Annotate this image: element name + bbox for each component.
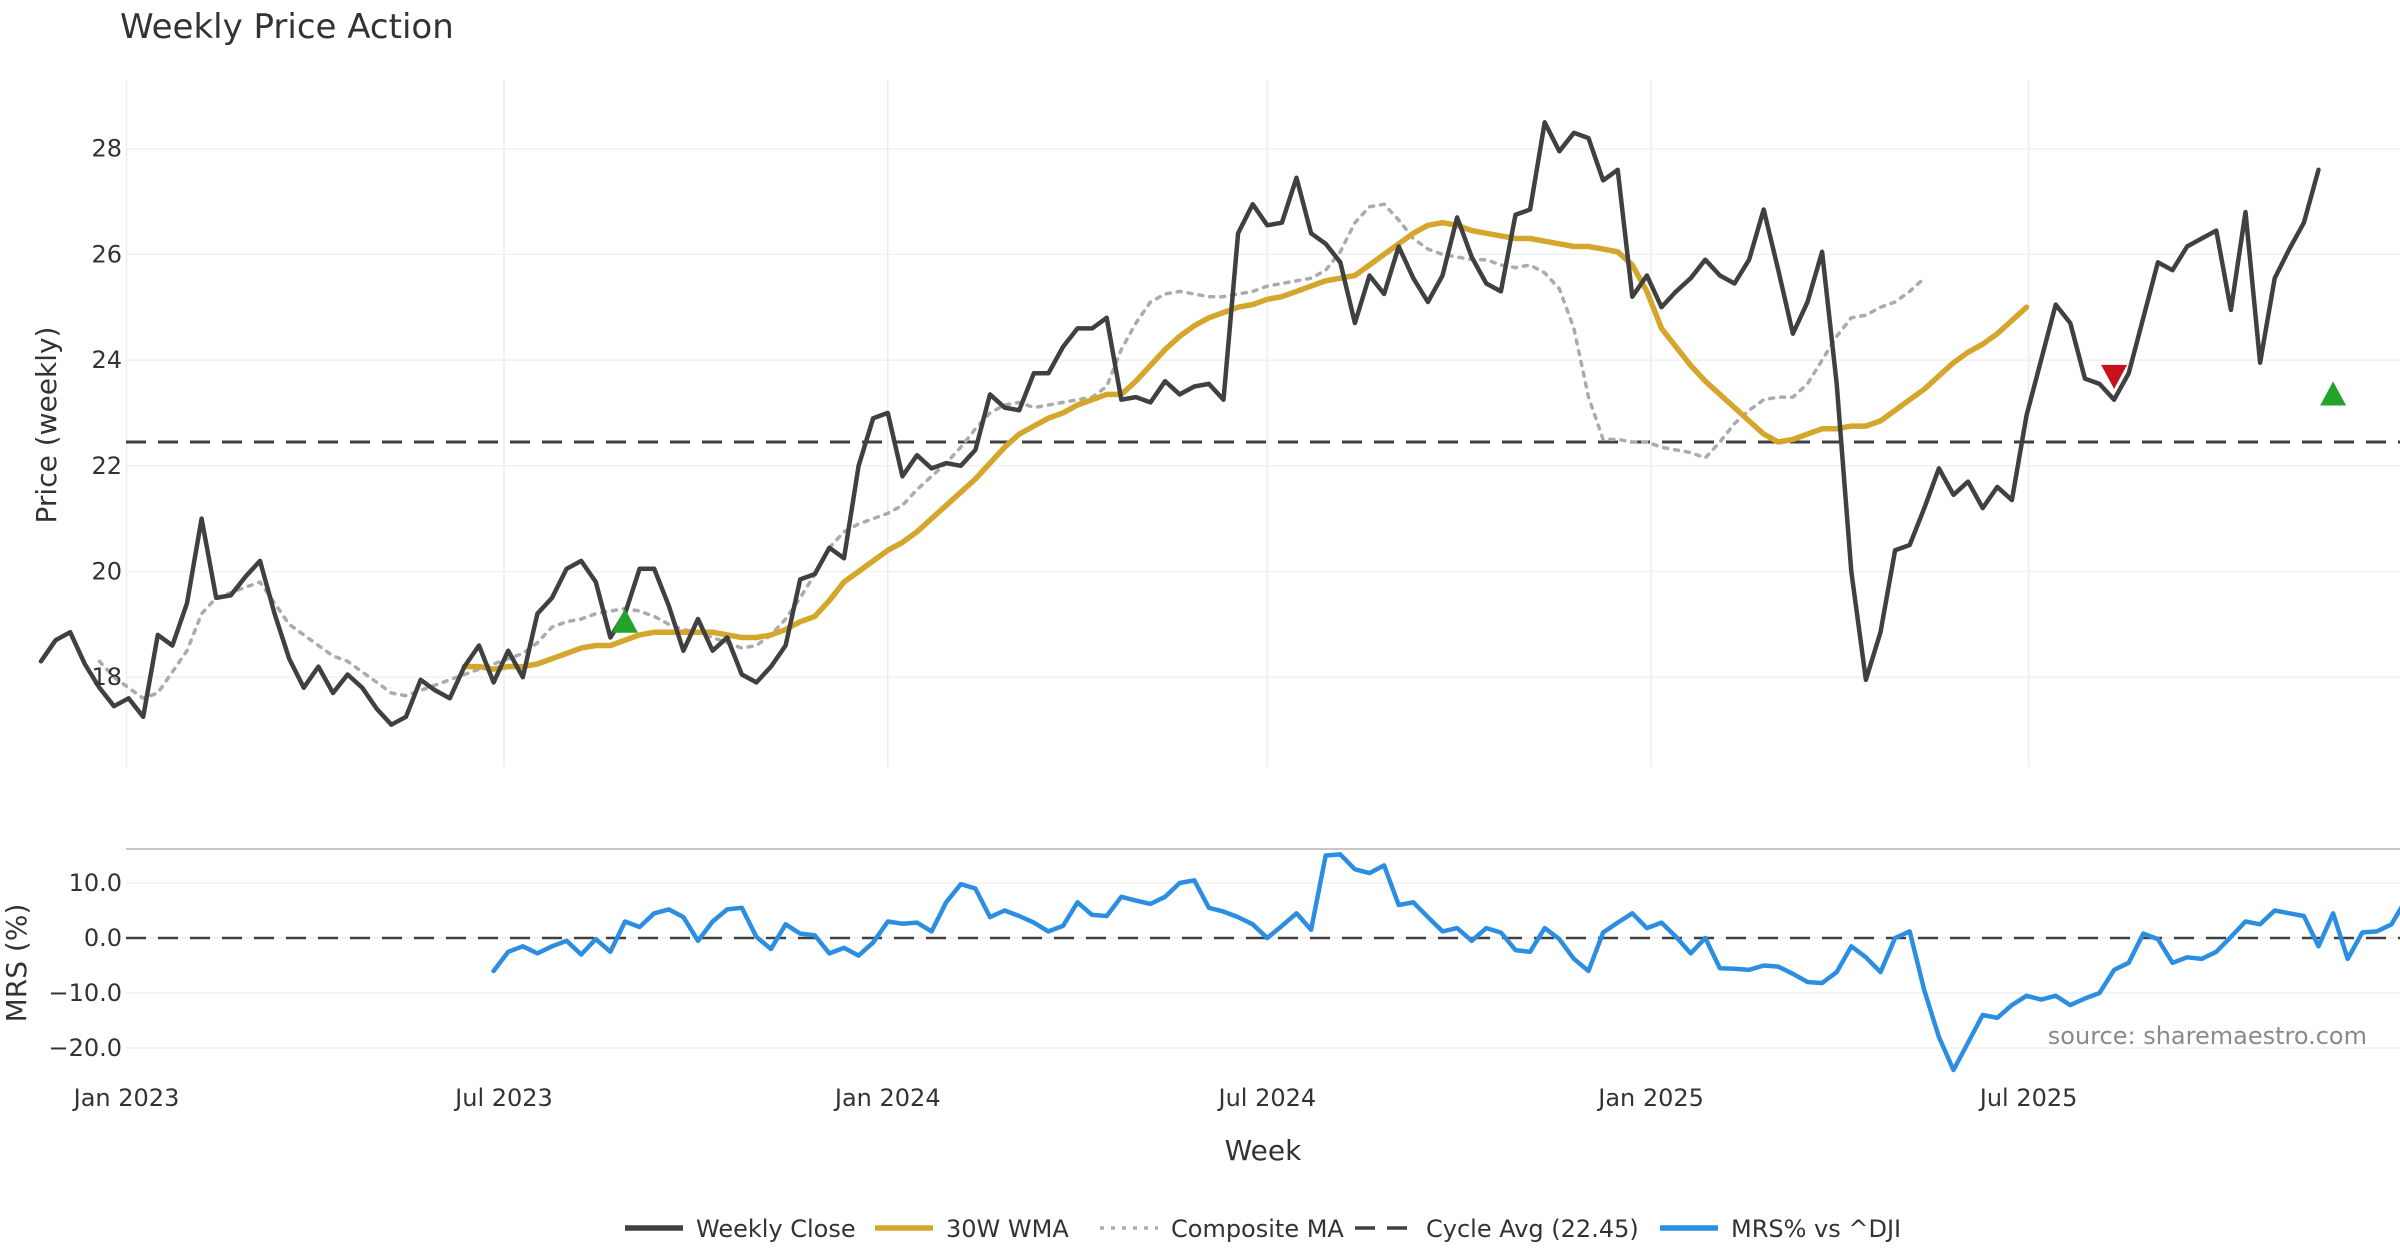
x-tick-label: Jan 2024 (833, 1084, 941, 1112)
composite-ma-line (97, 202, 1927, 701)
price-y-tick-label: 22 (91, 452, 122, 480)
x-axis-label: Week (1225, 1134, 1302, 1167)
legend-item: Weekly Close (625, 1215, 856, 1243)
legend-label: Weekly Close (696, 1215, 856, 1243)
mrs-line (491, 852, 2400, 1073)
buy-signal-marker (2320, 381, 2347, 406)
chart-title: Weekly Price Action (120, 7, 454, 47)
legend: Weekly Close 30W WMA Composite MA Cycle Avg… (625, 1215, 1901, 1243)
grid-layer (125, 80, 2400, 1049)
x-tick-label: Jan 2025 (1596, 1084, 1704, 1112)
x-tick-label: Jul 2024 (1217, 1084, 1317, 1112)
legend-label: MRS% vs ^DJI (1731, 1215, 1901, 1243)
legend-item: Cycle Avg (22.45) (1355, 1215, 1639, 1243)
mrs-y-tick-label: −20.0 (48, 1034, 122, 1062)
legend-item: Composite MA (1100, 1215, 1344, 1243)
price-axis-label: Price (weekly) (30, 327, 63, 524)
legend-label: Composite MA (1171, 1215, 1344, 1243)
reference-lines (126, 440, 2400, 940)
source-note: source: sharemaestro.com (2048, 1022, 2367, 1050)
legend-item: 30W WMA (875, 1215, 1069, 1243)
mrs-y-tick-label: −10.0 (48, 979, 122, 1007)
x-tick-label: Jul 2025 (1978, 1084, 2078, 1112)
x-tick-label: Jul 2023 (453, 1084, 553, 1112)
sell-signal-marker (2101, 364, 2128, 389)
buy-signal-marker (611, 608, 638, 633)
weekly-close-line (38, 120, 2321, 727)
mrs-axis-label: MRS (%) (0, 904, 33, 1023)
mrs-y-tick-label: 10.0 (69, 869, 122, 897)
price-y-tick-label: 18 (91, 663, 122, 691)
wma-30w-line (461, 219, 2030, 672)
price-y-tick-label: 28 (91, 135, 122, 163)
price-y-tick-label: 26 (91, 240, 122, 268)
legend-label: Cycle Avg (22.45) (1426, 1215, 1639, 1243)
legend-label: 30W WMA (946, 1215, 1069, 1243)
x-tick-label: Jan 2023 (72, 1084, 180, 1112)
axis-layer: Jan 2023 Jul 2023 Jan 2024 Jul 2024 Jan 2025… (48, 135, 2077, 1112)
legend-item: MRS% vs ^DJI (1660, 1215, 1901, 1243)
series-layer (38, 120, 2400, 1073)
signal-markers (611, 364, 2347, 633)
price-y-tick-label: 24 (91, 346, 122, 374)
price-y-tick-label: 20 (91, 557, 122, 585)
mrs-y-tick-label: 0.0 (84, 924, 122, 952)
